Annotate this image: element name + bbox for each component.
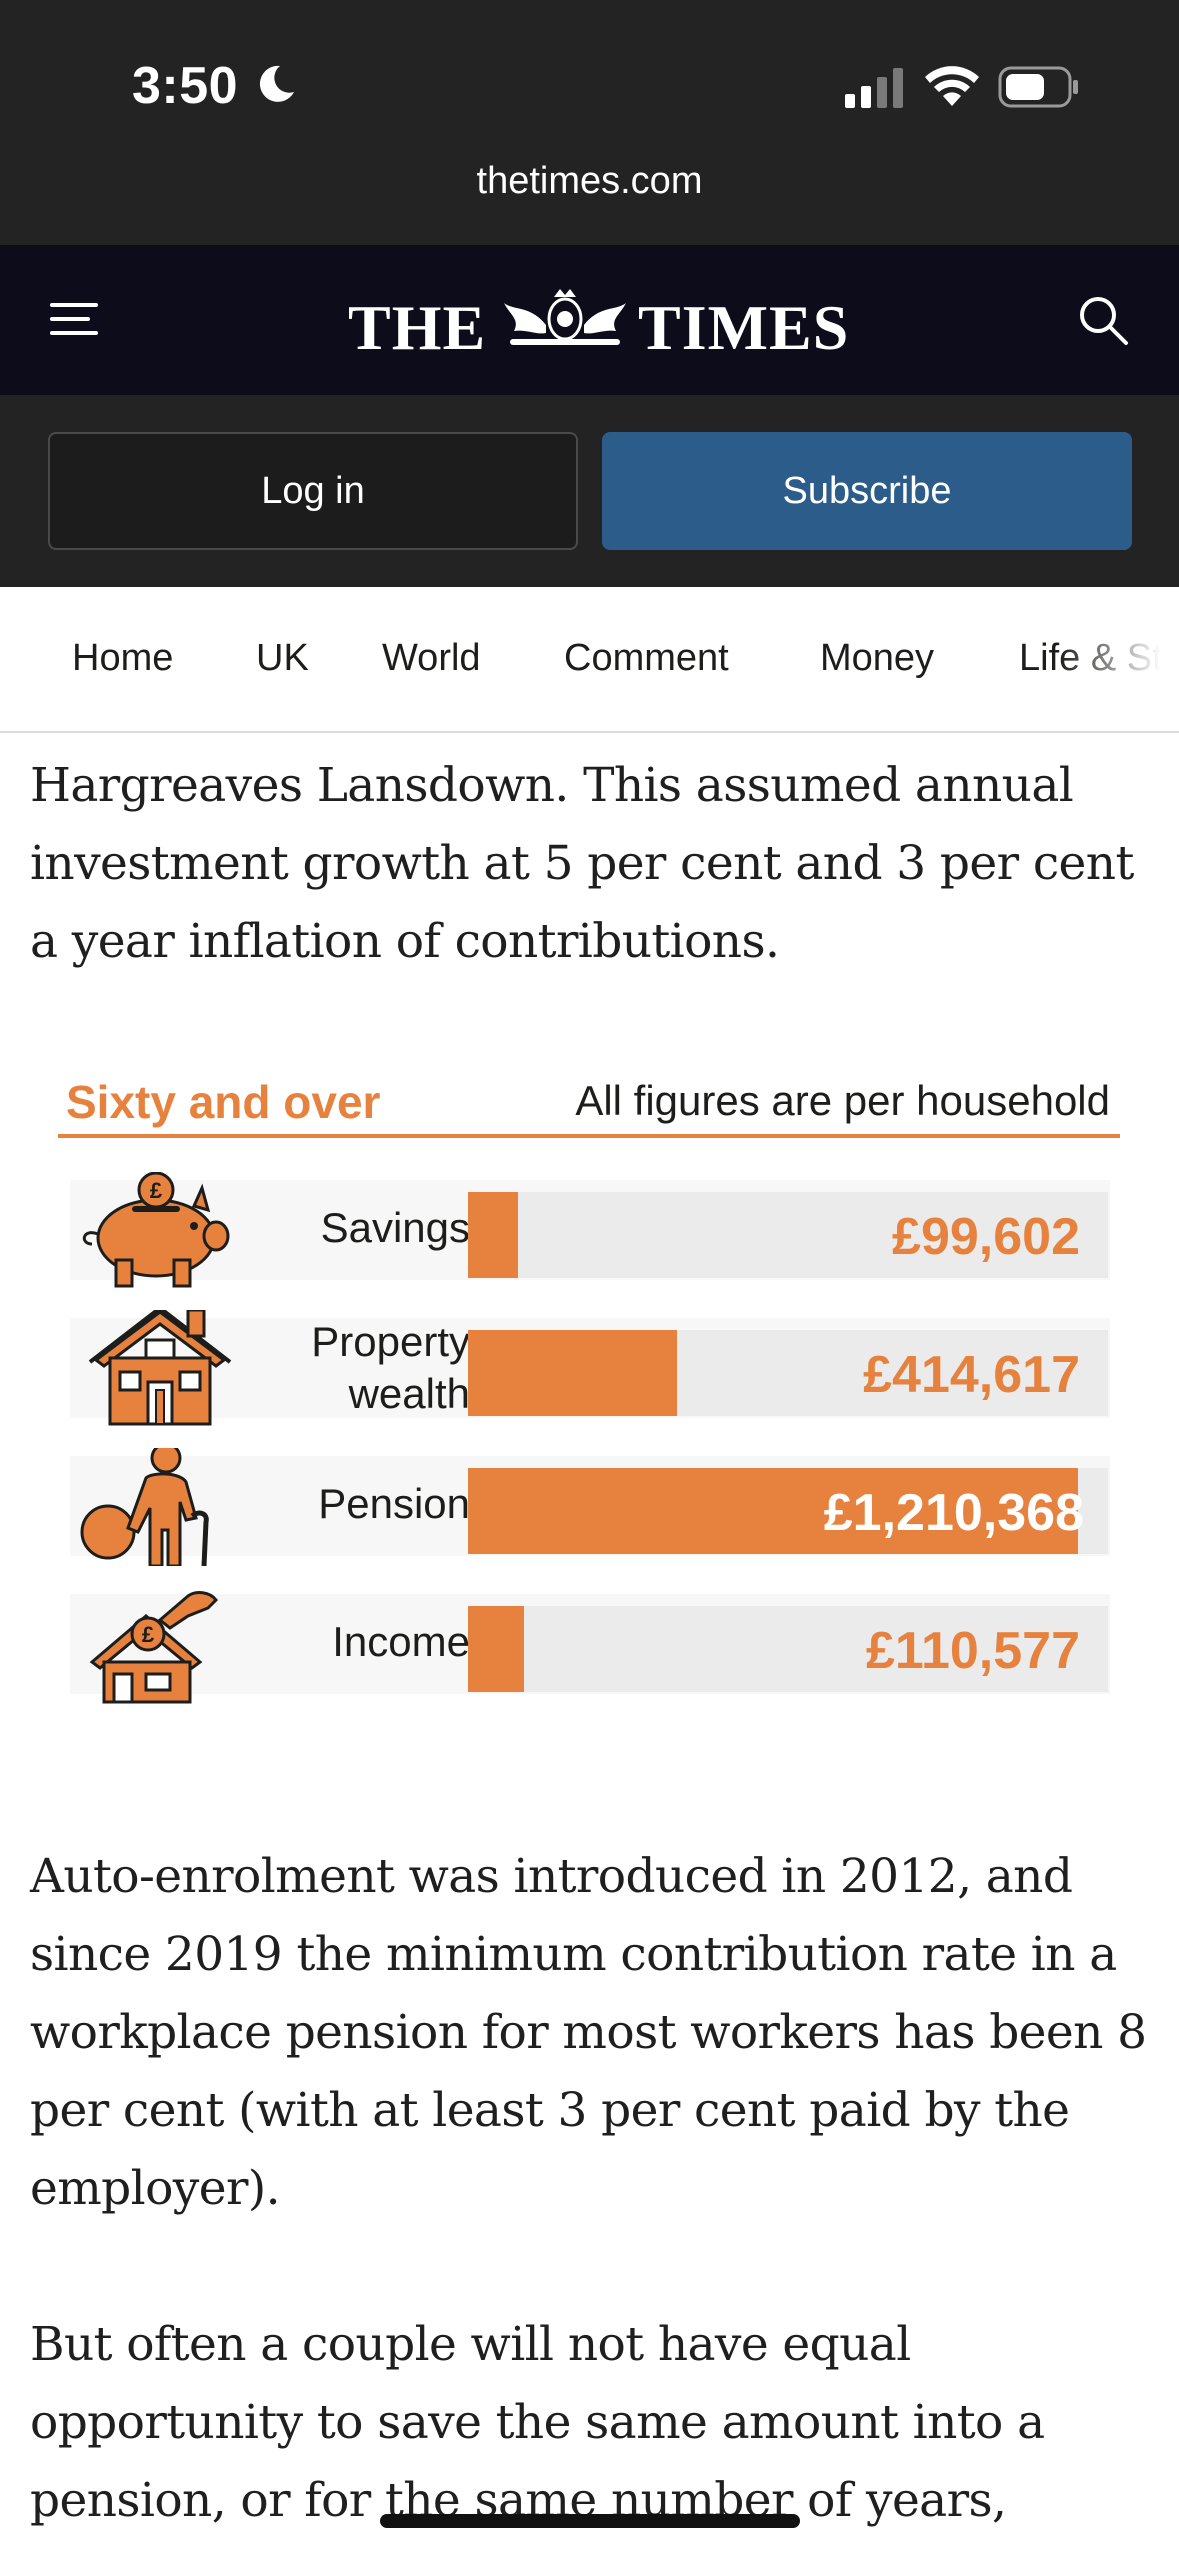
bar-savings bbox=[468, 1192, 518, 1278]
logo-word-left: THE bbox=[348, 292, 487, 363]
royal-crest-icon bbox=[504, 289, 626, 345]
svg-text:£: £ bbox=[150, 1178, 163, 1203]
status-time: 3:50 bbox=[132, 57, 239, 115]
bar-row-income: £ Income £110,577 bbox=[70, 1591, 1110, 1704]
bar-pension bbox=[468, 1468, 1078, 1554]
battery-icon bbox=[998, 66, 1078, 108]
nav-item-money[interactable]: Money bbox=[820, 637, 935, 679]
browser-chrome: 3:50 thetimes.com bbox=[0, 0, 1179, 245]
search-icon[interactable] bbox=[1076, 293, 1130, 347]
auth-bar: Log in Subscribe bbox=[0, 395, 1179, 587]
masthead: THE TIMES bbox=[0, 245, 1179, 395]
bar-label-income: Income bbox=[332, 1618, 470, 1665]
bar-label-property-wealth-text: Property wealth bbox=[311, 1318, 470, 1417]
url-bar[interactable]: thetimes.com bbox=[476, 160, 703, 202]
login-button[interactable]: Log in bbox=[48, 432, 578, 550]
home-indicator[interactable] bbox=[380, 2514, 800, 2528]
house-icon bbox=[88, 1310, 232, 1426]
nav-item-comment[interactable]: Comment bbox=[564, 637, 729, 679]
nav-item-uk[interactable]: UK bbox=[256, 637, 309, 679]
bar-track-income: £110,577 bbox=[468, 1606, 1108, 1692]
bar-value-pension: £1,210,368 bbox=[823, 1484, 1084, 1542]
logo-word-right: TIMES bbox=[638, 292, 850, 363]
section-nav: Home UK World Comment Money Life & St bbox=[0, 587, 1179, 733]
bar-value-property-wealth: £414,617 bbox=[863, 1346, 1080, 1404]
bar-track-property-wealth: £414,617 bbox=[468, 1330, 1108, 1416]
the-times-logo[interactable]: THE TIMES bbox=[340, 281, 848, 363]
hamburger-menu-icon[interactable] bbox=[48, 297, 100, 341]
bar-label-property-wealth: Property wealth bbox=[280, 1316, 470, 1420]
bar-track-pension: £1,210,368 bbox=[468, 1468, 1108, 1554]
nav-item-home[interactable]: Home bbox=[72, 637, 174, 679]
moon-icon bbox=[259, 65, 294, 102]
bar-value-income: £110,577 bbox=[865, 1622, 1080, 1680]
bar-label-savings: Savings bbox=[320, 1204, 470, 1251]
nav-item-world[interactable]: World bbox=[382, 637, 481, 679]
infographic-title: Sixty and over bbox=[66, 1076, 381, 1128]
bar-row-property-wealth: Property wealth £414,617 bbox=[70, 1310, 1110, 1426]
svg-text:£: £ bbox=[142, 1622, 155, 1647]
subscribe-button[interactable]: Subscribe bbox=[602, 432, 1132, 550]
nav-fade-overlay bbox=[1059, 587, 1179, 731]
article-paragraph: Hargreaves Lansdown. This assumed annual… bbox=[30, 758, 1134, 969]
bar-track-savings: £99,602 bbox=[468, 1192, 1108, 1278]
bar-label-pension: Pension bbox=[318, 1480, 470, 1527]
wifi-icon bbox=[925, 66, 979, 106]
article-paragraph: Auto-enrolment was introduced in 2012, a… bbox=[30, 1849, 1147, 2216]
bar-property-wealth bbox=[468, 1330, 677, 1416]
house-coin-icon: £ bbox=[89, 1591, 218, 1704]
elderly-person-icon bbox=[80, 1448, 209, 1566]
infographic-rule bbox=[58, 1134, 1120, 1138]
household-wealth-infographic: Sixty and over All figures are per house… bbox=[58, 1070, 1120, 1710]
bar-value-savings: £99,602 bbox=[892, 1208, 1080, 1266]
bar-row-savings: £ Savings £99,602 bbox=[70, 1172, 1110, 1288]
cellular-signal-icon bbox=[845, 68, 903, 108]
piggy-bank-icon: £ bbox=[82, 1172, 230, 1288]
bar-income bbox=[468, 1606, 524, 1692]
infographic-note: All figures are per household bbox=[575, 1077, 1110, 1124]
bar-row-pension: Pension £1,210,368 bbox=[70, 1448, 1110, 1566]
article-paragraph: But often a couple will not have equal o… bbox=[30, 2317, 1045, 2528]
